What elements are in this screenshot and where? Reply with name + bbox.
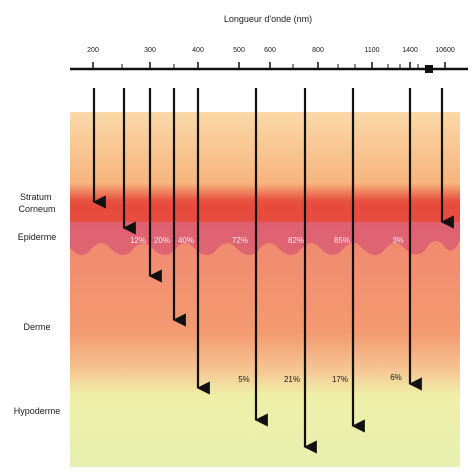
label-hypodermis: Hypoderme [14, 406, 61, 416]
wavelength-tick-label: 400 [192, 47, 204, 54]
penetration-arrows [92, 88, 454, 454]
percentage-labels: 12% 20% 40% 72% 82% 85% 3% 5% 21% 17% 6% [130, 236, 404, 384]
epidermis-percentage: 85% [334, 236, 350, 245]
epidermis-percentage: 12% [130, 236, 146, 245]
deep-percentage: 6% [390, 373, 402, 382]
wavelength-tick-label: 600 [264, 47, 276, 54]
deep-percentage: 21% [284, 375, 300, 384]
stratum-corneum-band [70, 204, 460, 222]
axis-title: Longueur d'onde (nm) [224, 14, 312, 24]
epidermis-percentage: 40% [178, 236, 194, 245]
label-dermis: Derme [23, 322, 50, 332]
label-stratum-corneum: Stratum Corneum [18, 192, 55, 214]
deep-percentage: 17% [332, 375, 348, 384]
wavelength-ticks: 200 300 400 500 600 800 1100 1400 10600 [87, 47, 455, 69]
wavelength-tick-label: 10600 [435, 47, 455, 54]
wavelength-tick-label: 200 [87, 47, 99, 54]
wavelength-tick-label: 1100 [364, 47, 379, 54]
wavelength-tick-label: 300 [144, 47, 156, 54]
minor-ticks [121, 64, 419, 69]
wavelength-tick-label: 500 [233, 47, 245, 54]
epidermis-percentage: 72% [232, 236, 248, 245]
epidermis-band [70, 222, 460, 255]
epidermis-percentage: 82% [288, 236, 304, 245]
skin-cross-section [70, 112, 460, 467]
deep-percentage: 5% [238, 375, 250, 384]
epidermis-percentage: 3% [392, 236, 404, 245]
epidermis-percentage: 20% [154, 236, 170, 245]
label-epidermis: Epiderme [18, 232, 57, 242]
axis-marker [425, 65, 433, 73]
wavelength-tick-label: 1400 [402, 47, 418, 54]
wavelength-tick-label: 800 [312, 47, 324, 54]
